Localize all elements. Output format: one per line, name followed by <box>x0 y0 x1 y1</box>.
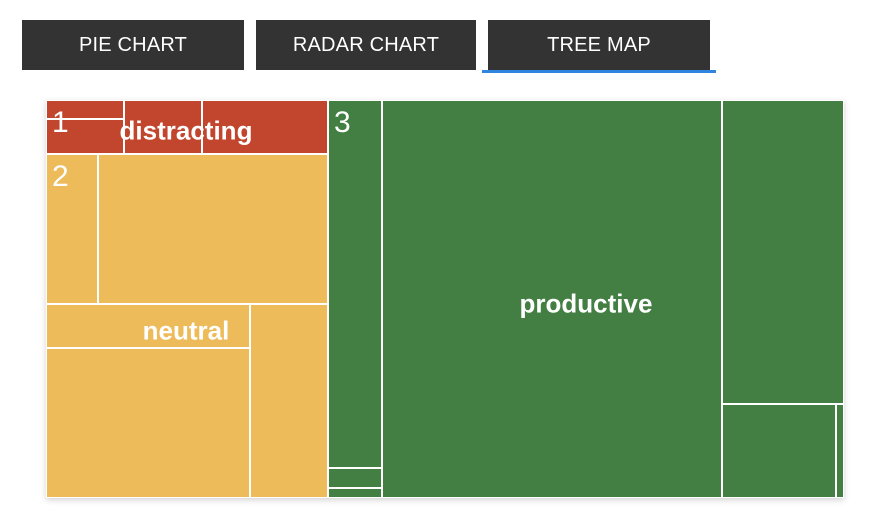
treemap-cell[interactable] <box>836 404 844 498</box>
treemap-cell[interactable] <box>328 100 382 468</box>
treemap-cell[interactable] <box>250 304 328 498</box>
tab-pie-chart[interactable]: PIE CHART <box>22 20 244 70</box>
treemap-cell[interactable] <box>98 154 328 304</box>
treemap-cell[interactable] <box>46 348 250 498</box>
treemap-cell[interactable] <box>46 119 124 154</box>
treemap-cell[interactable] <box>202 100 328 154</box>
treemap-cell[interactable] <box>46 154 98 304</box>
treemap-cell[interactable] <box>722 404 836 498</box>
treemap-cell[interactable] <box>722 100 844 404</box>
treemap-group-productive[interactable] <box>328 100 844 498</box>
treemap-group-neutral[interactable] <box>46 154 328 498</box>
treemap-cell[interactable] <box>382 100 722 498</box>
treemap-cell[interactable] <box>124 100 202 154</box>
treemap-cell[interactable] <box>46 304 250 348</box>
treemap-cell[interactable] <box>328 488 382 498</box>
tree-map-chart: 1 2 3 distracting neutral productive <box>46 100 844 498</box>
tab-radar-chart[interactable]: RADAR CHART <box>256 20 476 70</box>
tab-tree-map[interactable]: TREE MAP <box>482 20 716 73</box>
treemap-cell[interactable] <box>328 468 382 488</box>
treemap-cell[interactable] <box>46 100 124 119</box>
treemap-group-distracting[interactable] <box>46 100 328 154</box>
